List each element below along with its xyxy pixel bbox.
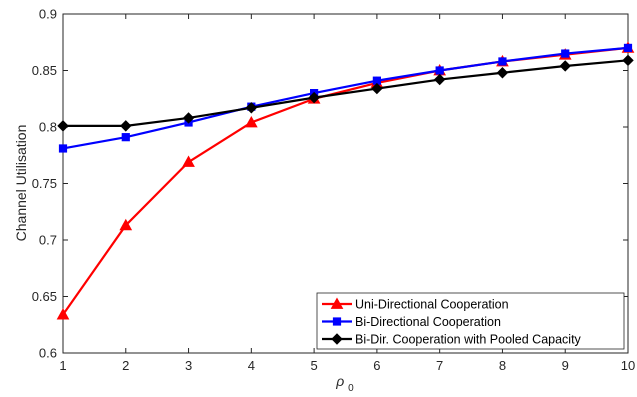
data-point: [561, 49, 570, 58]
data-point: [244, 115, 258, 128]
legend-swatch-marker: [330, 297, 344, 309]
data-point: [433, 73, 446, 86]
legend-entry: Bi-Dir. Cooperation with Pooled Capacity: [322, 333, 582, 347]
data-point: [371, 82, 383, 95]
legend: Uni-Directional Cooperation Bi-Directiona…: [316, 292, 625, 350]
legend-swatch-marker: [331, 333, 343, 345]
y-axis-label: Channel Utilisation: [13, 125, 29, 242]
legend-items: Uni-Directional Cooperation Bi-Directiona…: [322, 297, 582, 347]
legend-label: Uni-Directional Cooperation: [355, 298, 509, 312]
x-tick-label: 6: [373, 358, 380, 373]
y-tick-label: 0.7: [39, 233, 57, 248]
x-tick-label: 1: [59, 358, 66, 373]
y-tick-label: 0.6: [39, 346, 57, 361]
data-point: [121, 133, 130, 142]
data-point: [120, 120, 132, 132]
axis-ticks: 1 2 3 4 5 6 7 8 9 10 0.6 0.65 0.7 0.75 0.8 0.85 0.9: [32, 7, 636, 374]
data-point: [56, 308, 70, 320]
y-tick-label: 0.9: [39, 7, 57, 22]
data-point: [496, 67, 509, 79]
series-3: [57, 54, 634, 132]
data-point: [57, 120, 69, 132]
legend-entry: Bi-Directional Cooperation: [322, 315, 501, 329]
x-tick-label: 7: [436, 358, 443, 373]
data-point: [119, 218, 133, 231]
data-point: [623, 43, 633, 52]
x-tick-label: 4: [248, 358, 255, 373]
x-tick-label: 10: [621, 358, 635, 373]
x-tick-label: 2: [122, 358, 129, 373]
legend-label: Bi-Directional Cooperation: [355, 315, 501, 329]
series-line: [62, 46, 629, 150]
series-line: [63, 59, 629, 127]
data-point: [622, 54, 634, 67]
y-tick-label: 0.8: [39, 120, 57, 135]
x-tick-label: 8: [499, 358, 506, 373]
data-point: [182, 112, 195, 124]
x-axis-label-symbol: ρ: [335, 373, 344, 389]
y-tick-label: 0.75: [32, 176, 57, 191]
x-tick-label: 9: [562, 358, 569, 373]
legend-label: Bi-Dir. Cooperation with Pooled Capacity: [355, 333, 582, 347]
series-layer: [56, 41, 635, 320]
y-tick-label: 0.65: [32, 289, 57, 304]
data-point: [559, 60, 571, 72]
data-point: [245, 102, 258, 114]
y-tick-label: 0.85: [32, 63, 57, 78]
x-axis-label: ρ 0: [335, 373, 354, 394]
legend-box: [316, 292, 625, 350]
data-point: [182, 155, 195, 167]
x-axis-label-subscript: 0: [348, 383, 354, 394]
data-point: [308, 91, 320, 104]
x-tick-label: 3: [185, 358, 192, 373]
data-point: [58, 144, 68, 153]
data-point: [498, 57, 507, 66]
legend-swatch-marker: [332, 317, 342, 326]
x-tick-label: 5: [310, 358, 317, 373]
data-point: [435, 66, 444, 75]
legend-entry: Uni-Directional Cooperation: [322, 297, 509, 312]
